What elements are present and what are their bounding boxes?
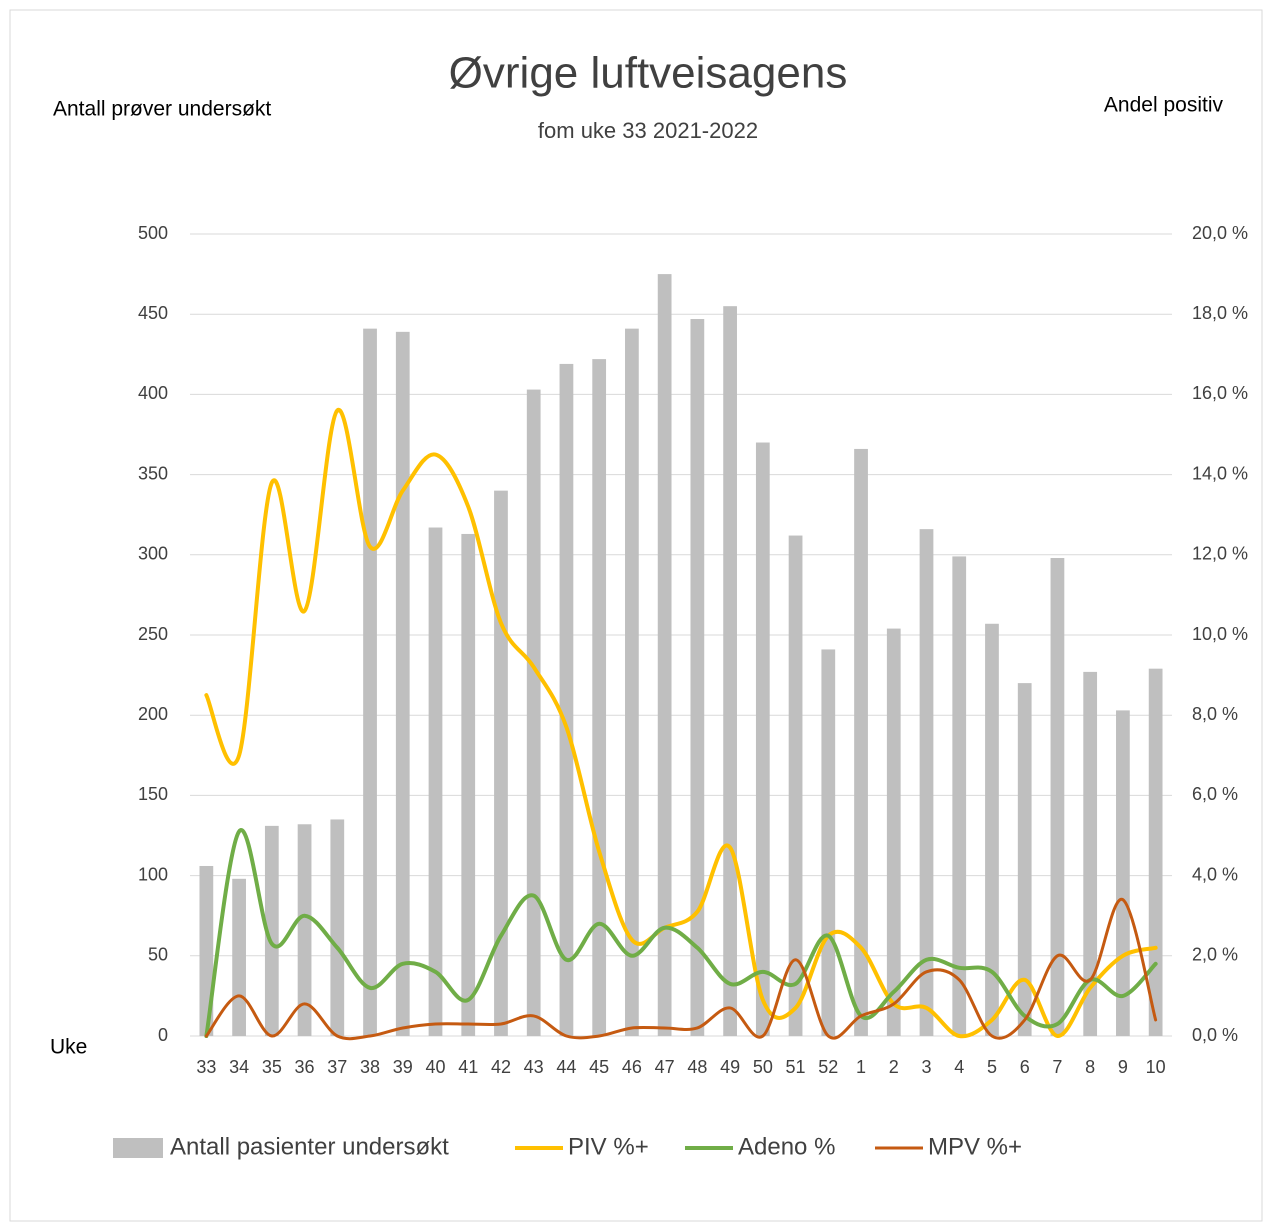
x-tick-label: 45 [589, 1057, 609, 1077]
x-tick-label: 9 [1118, 1057, 1128, 1077]
y-axis-label: Antall prøver undersøkt [53, 98, 271, 121]
x-tick-label: 35 [262, 1057, 282, 1077]
x-tick-label: 34 [229, 1057, 249, 1077]
legend-label: Antall pasienter undersøkt [170, 1133, 449, 1160]
x-tick-label: 36 [295, 1057, 315, 1077]
bar [428, 527, 443, 1036]
y-tick-label: 50 [148, 945, 168, 965]
chart-subtitle: fom uke 33 2021-2022 [538, 118, 758, 143]
x-tick-label: 41 [458, 1057, 478, 1077]
x-tick-label: 52 [818, 1057, 838, 1077]
bar [625, 328, 639, 1036]
bar [363, 328, 377, 1036]
legend-label: Adeno % [738, 1133, 835, 1160]
y2-tick-label: 10,0 % [1192, 624, 1248, 644]
y-tick-label: 150 [138, 784, 168, 804]
bar [199, 865, 214, 1036]
y-tick-label: 0 [158, 1025, 168, 1045]
x-tick-label: 47 [655, 1057, 675, 1077]
bar [985, 623, 999, 1036]
bar [1083, 671, 1098, 1036]
x-tick-label: 10 [1146, 1057, 1166, 1077]
x-tick-label: 37 [327, 1057, 347, 1077]
x-tick-label: 38 [360, 1057, 380, 1077]
x-tick-label: 6 [1020, 1057, 1030, 1077]
bar [1050, 558, 1065, 1036]
x-tick-label: 1 [856, 1057, 866, 1077]
y2-tick-label: 8,0 % [1192, 704, 1238, 724]
bar [1017, 683, 1032, 1036]
bar [821, 649, 836, 1036]
bar [919, 529, 934, 1036]
bar [264, 825, 279, 1036]
x-tick-label: 42 [491, 1057, 511, 1077]
x-tick-label: 44 [556, 1057, 576, 1077]
y2-tick-label: 16,0 % [1192, 383, 1248, 403]
bar [854, 448, 868, 1036]
x-tick-label: 46 [622, 1057, 642, 1077]
bar [395, 331, 410, 1036]
x-tick-label: 33 [196, 1057, 216, 1077]
bar [232, 878, 246, 1036]
bar [461, 533, 476, 1036]
line [204, 828, 1158, 1038]
y2-tick-label: 0,0 % [1192, 1025, 1238, 1045]
line [204, 408, 1158, 1039]
bar [755, 442, 770, 1036]
bar [690, 319, 705, 1037]
y-tick-label: 400 [138, 383, 168, 403]
y-tick-label: 350 [138, 463, 168, 483]
y2-tick-label: 4,0 % [1192, 864, 1238, 884]
y2-tick-label: 18,0 % [1192, 303, 1248, 323]
chart-title: Øvrige luftveisagens [449, 49, 848, 98]
x-tick-label: 2 [889, 1057, 899, 1077]
y2-axis-label: Andel positiv [1104, 94, 1224, 117]
y-tick-label: 500 [138, 223, 168, 243]
bar [592, 359, 607, 1036]
y2-tick-label: 6,0 % [1192, 784, 1238, 804]
y2-tick-label: 20,0 % [1192, 223, 1248, 243]
y-tick-label: 250 [138, 624, 168, 644]
y2-tick-label: 2,0 % [1192, 945, 1238, 965]
x-tick-label: 39 [393, 1057, 413, 1077]
bar [1148, 668, 1163, 1036]
x-tick-label: 7 [1052, 1057, 1062, 1077]
bar [494, 490, 508, 1036]
y-tick-label: 100 [138, 864, 168, 884]
y-tick-label: 300 [138, 544, 168, 564]
y-tick-label: 200 [138, 704, 168, 724]
x-tick-label: 48 [687, 1057, 707, 1077]
bar [788, 535, 803, 1036]
x-tick-label: 43 [524, 1057, 544, 1077]
x-tick-label: 4 [954, 1057, 964, 1077]
bar [952, 556, 967, 1036]
bar [297, 824, 312, 1036]
x-tick-label: 3 [921, 1057, 931, 1077]
y-tick-label: 450 [138, 303, 168, 323]
x-tick-label: 49 [720, 1057, 740, 1077]
bar [330, 819, 345, 1036]
bar [559, 363, 574, 1036]
x-tick-label: 5 [987, 1057, 997, 1077]
bar [1116, 710, 1130, 1036]
x-axis-label: Uke [50, 1036, 87, 1059]
line [204, 898, 1158, 1041]
x-tick-label: 8 [1085, 1057, 1095, 1077]
x-tick-label: 51 [786, 1057, 806, 1077]
legend-swatch [113, 1138, 163, 1158]
legend-label: MPV %+ [928, 1133, 1022, 1160]
bar [657, 274, 672, 1037]
legend-label: PIV %+ [568, 1133, 649, 1160]
x-tick-label: 40 [425, 1057, 445, 1077]
bar [723, 306, 737, 1036]
x-tick-label: 50 [753, 1057, 773, 1077]
y2-tick-label: 12,0 % [1192, 544, 1248, 564]
bar [886, 628, 901, 1036]
y2-tick-label: 14,0 % [1192, 463, 1248, 483]
bar [526, 389, 541, 1036]
